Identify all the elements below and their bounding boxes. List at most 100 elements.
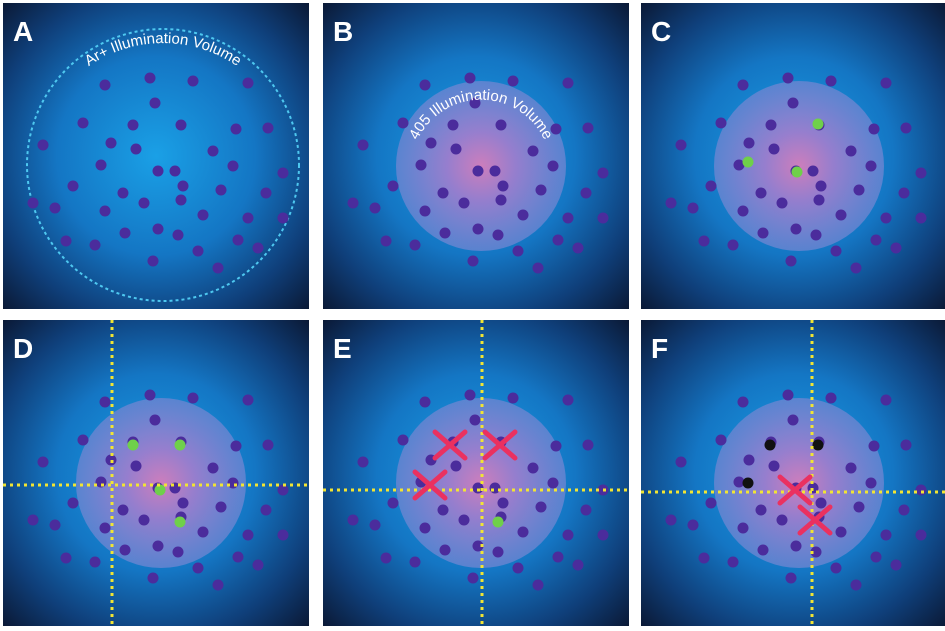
molecule [737, 205, 749, 217]
molecule [130, 460, 142, 472]
molecule [49, 202, 61, 214]
molecule [782, 389, 794, 401]
cross-mark [797, 504, 833, 536]
molecule [850, 579, 862, 591]
molecule [197, 209, 209, 221]
molecule [698, 235, 710, 247]
molecule [512, 562, 524, 574]
molecule [472, 540, 484, 552]
panel-label: A [13, 16, 33, 47]
molecule [425, 137, 437, 149]
molecule [437, 187, 449, 199]
molecule [810, 229, 822, 241]
molecule [27, 514, 39, 526]
molecule [177, 180, 189, 192]
molecule [900, 122, 912, 134]
molecule [495, 119, 507, 131]
panel: D [3, 320, 309, 626]
molecule [850, 262, 862, 274]
molecule [665, 514, 677, 526]
molecule [550, 440, 562, 452]
molecule [27, 197, 39, 209]
molecule [727, 239, 739, 251]
molecule [880, 77, 892, 89]
molecule [369, 202, 381, 214]
molecule [737, 522, 749, 534]
molecule [152, 540, 164, 552]
illumination-boundary [26, 28, 300, 302]
molecule [507, 392, 519, 404]
molecule [527, 462, 539, 474]
molecule [915, 529, 927, 541]
inner-volume [76, 398, 246, 568]
molecule [535, 184, 547, 196]
molecule [419, 522, 431, 534]
molecule [580, 187, 592, 199]
molecule [49, 519, 61, 531]
molecule [552, 234, 564, 246]
molecule [95, 159, 107, 171]
molecule [447, 119, 459, 131]
bleached-molecule [742, 477, 754, 489]
molecule [175, 119, 187, 131]
molecule [757, 544, 769, 556]
molecule [489, 165, 501, 177]
molecule [768, 460, 780, 472]
molecule [705, 497, 717, 509]
molecule [727, 556, 739, 568]
molecule [419, 205, 431, 217]
molecule [865, 160, 877, 172]
molecule [765, 119, 777, 131]
molecule [743, 454, 755, 466]
molecule [790, 223, 802, 235]
molecule [60, 235, 72, 247]
inner-volume [714, 81, 884, 251]
cross-mark [432, 429, 468, 461]
panel-body: 405 Illumination Volume [323, 3, 629, 309]
molecule [130, 143, 142, 155]
molecule [89, 239, 101, 251]
molecule [144, 389, 156, 401]
active-molecule [812, 118, 824, 130]
molecule [357, 139, 369, 151]
molecule [492, 546, 504, 558]
molecule [105, 137, 117, 149]
molecule [865, 477, 877, 489]
molecule [527, 145, 539, 157]
molecule [67, 180, 79, 192]
cross-mark [482, 429, 518, 461]
molecule [119, 227, 131, 239]
panel-label: E [333, 333, 352, 364]
molecule [768, 143, 780, 155]
molecule [787, 97, 799, 109]
molecule [262, 122, 274, 134]
active-molecule [174, 516, 186, 528]
molecule [755, 504, 767, 516]
molecule [67, 497, 79, 509]
molecule [562, 212, 574, 224]
molecule [535, 501, 547, 513]
molecule [675, 139, 687, 151]
molecule [853, 501, 865, 513]
molecule [492, 229, 504, 241]
active-molecule [174, 439, 186, 451]
molecule [172, 229, 184, 241]
molecule [242, 212, 254, 224]
molecule [813, 194, 825, 206]
molecule [868, 440, 880, 452]
molecule [242, 394, 254, 406]
molecule [597, 167, 609, 179]
active-molecule [791, 166, 803, 178]
molecule [898, 504, 910, 516]
molecule [757, 227, 769, 239]
molecule [147, 572, 159, 584]
molecule [915, 484, 927, 496]
molecule [177, 497, 189, 509]
molecule [597, 529, 609, 541]
molecule [743, 137, 755, 149]
panel: C [641, 3, 945, 309]
molecule [464, 389, 476, 401]
molecule [870, 234, 882, 246]
molecule [562, 394, 574, 406]
